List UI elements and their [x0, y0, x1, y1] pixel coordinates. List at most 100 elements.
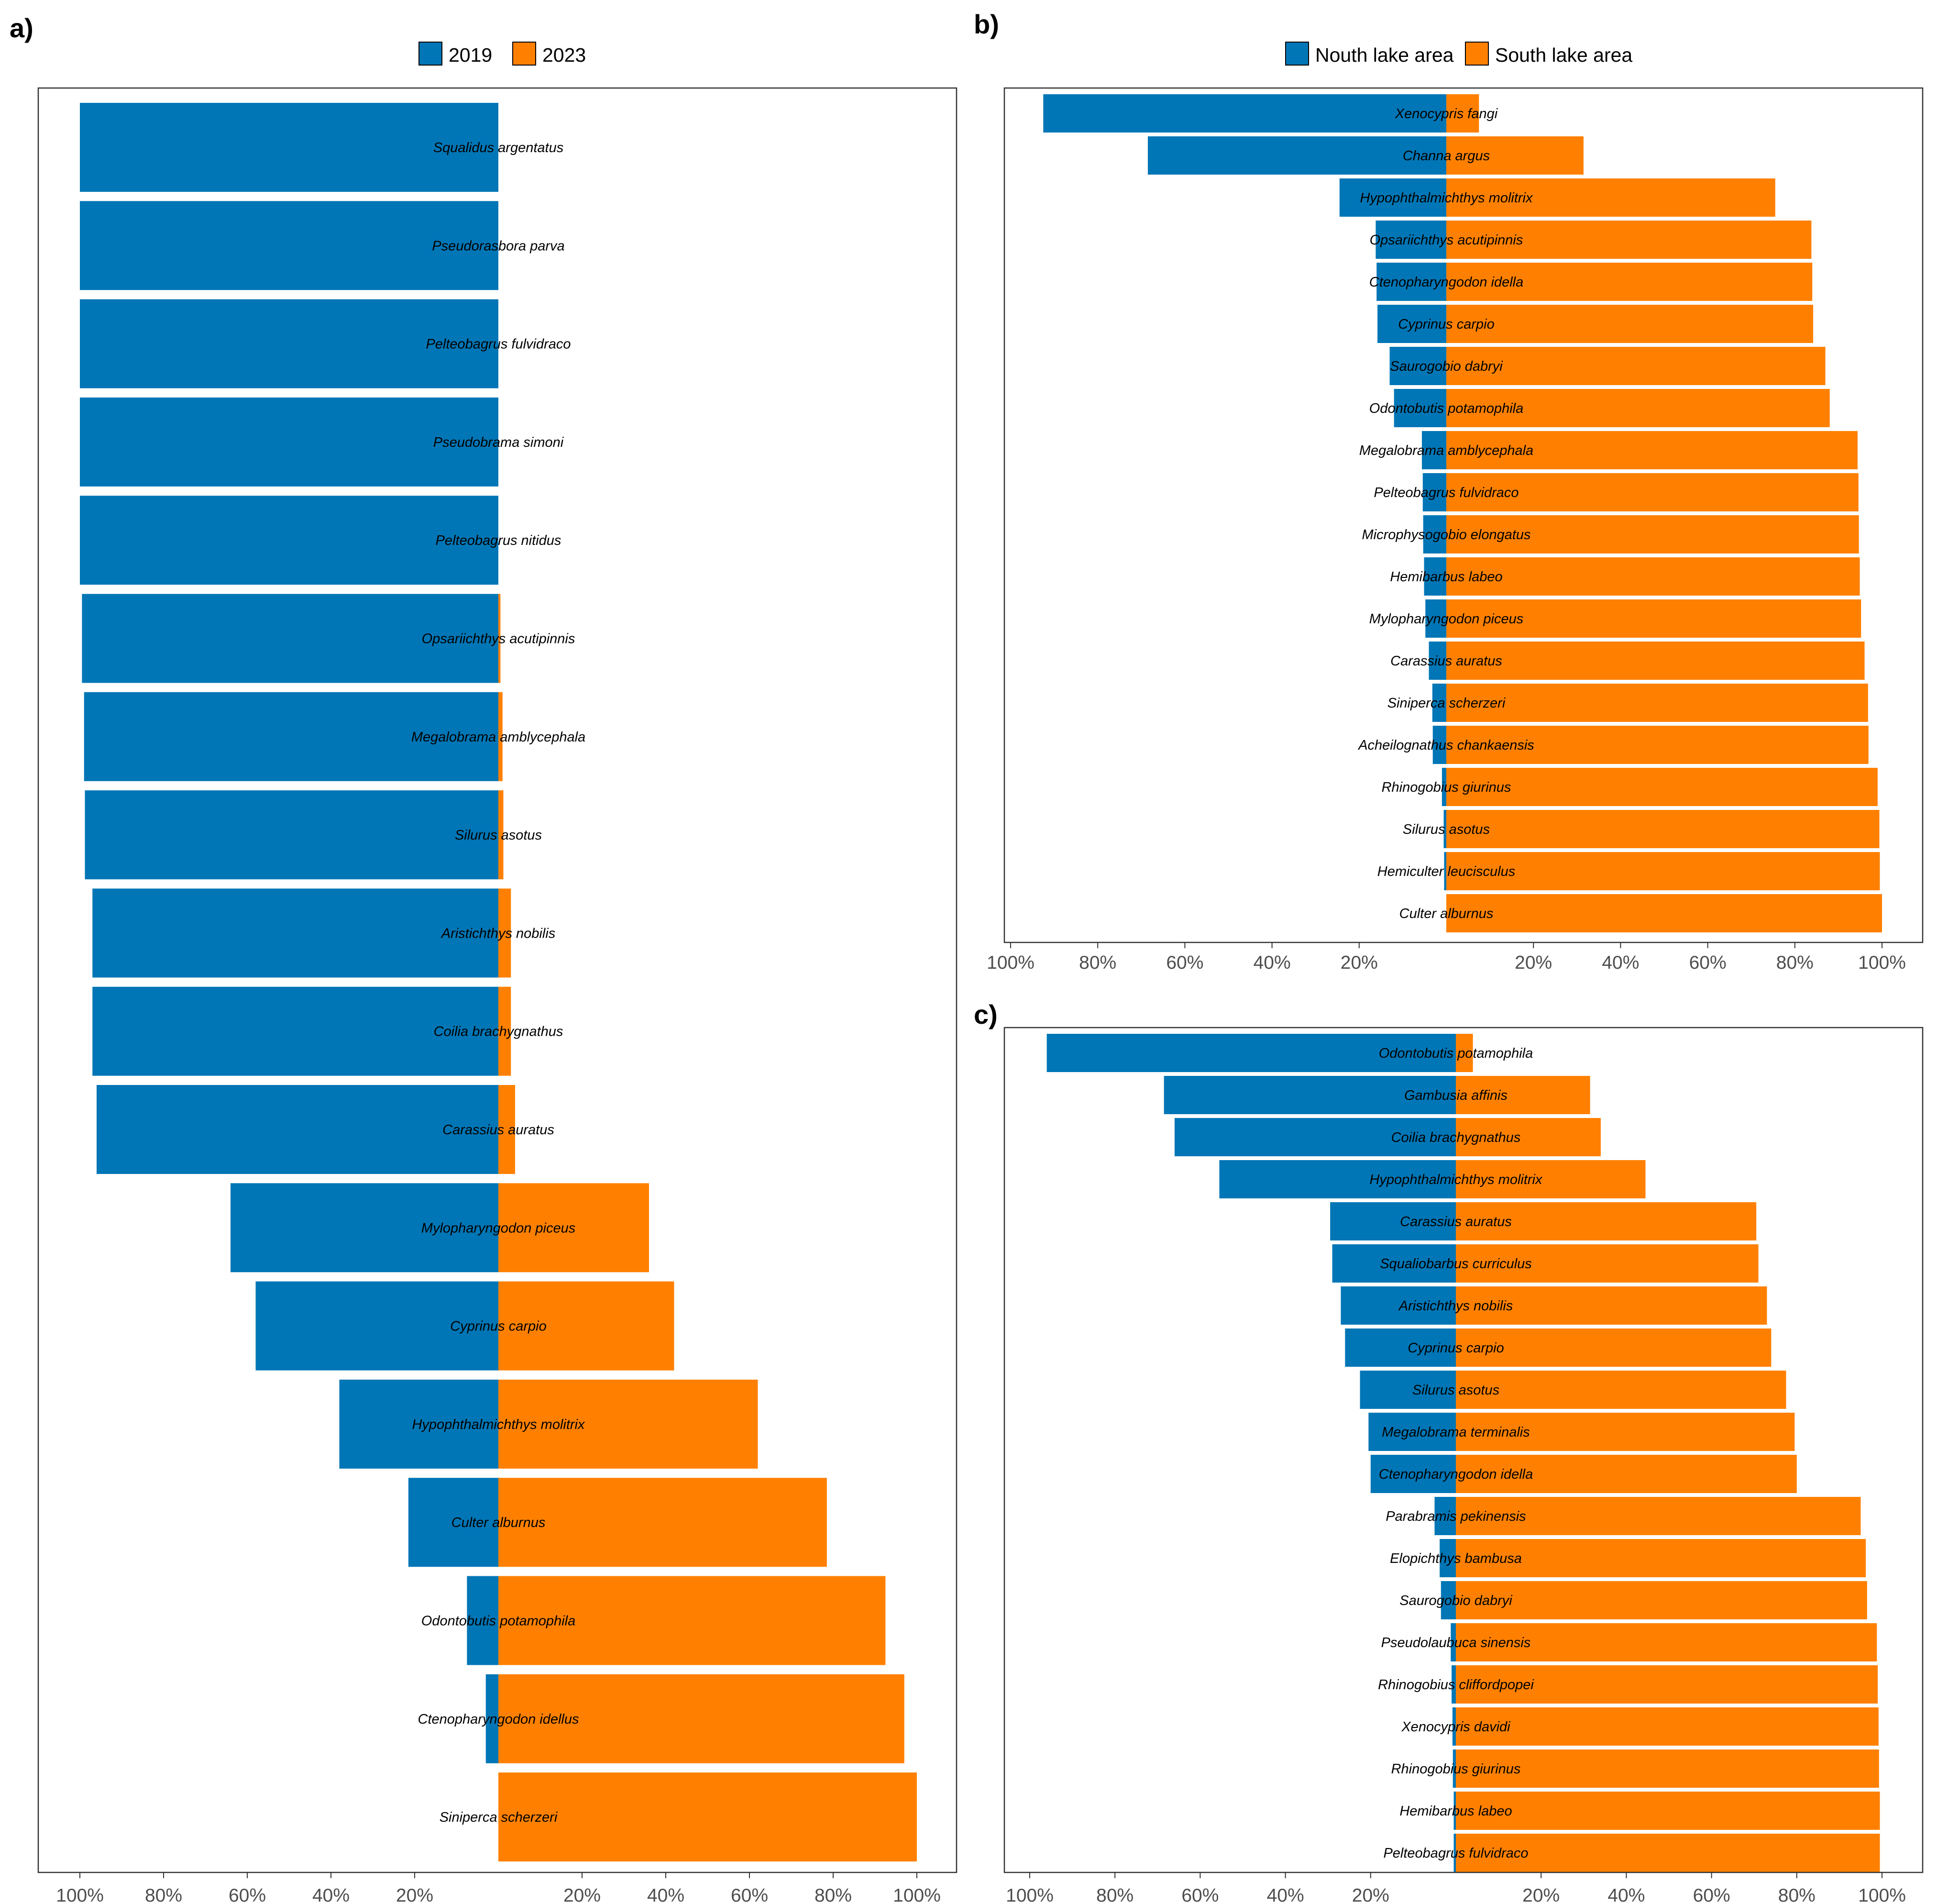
- tick-label-right: 80%: [814, 1885, 852, 1904]
- bar-right-pelteobagrus-fulvidraco: [1446, 473, 1859, 511]
- bar-label-acheilognathus-chankaensis: Acheilognathus chankaensis: [1357, 738, 1534, 753]
- panel-b-x-axis: 100% 80% 60% 40% 20% 20% 40% 60% 80% 100%: [987, 942, 1906, 973]
- bar-left-xenocypris-davidi: [1452, 1707, 1456, 1746]
- bar-right-carassius-auratus: [1446, 642, 1865, 680]
- bar-left-mylopharyngodon-piceus: [231, 1183, 498, 1273]
- bar-label-siniperca-scherzeri: Siniperca scherzeri: [1387, 696, 1506, 711]
- bar-left-aristichthys-nobilis: [92, 888, 498, 978]
- bar-left-silurus-asotus: [1360, 1371, 1456, 1409]
- bar-right-ctenopharyngodon-idella: [1446, 263, 1813, 301]
- tick-label-left: 80%: [1096, 1885, 1134, 1904]
- bar-left-saurogobio-dabryi: [1441, 1581, 1456, 1619]
- bar-left-aristichthys-nobilis: [1341, 1286, 1456, 1325]
- bar-label-pseudorasbora-parva: Pseudorasbora parva: [432, 238, 564, 254]
- panel-b-bar-labels: Xenocypris fangi Channa argus Hypophthalmi…: [1357, 106, 1534, 921]
- bar-left-odontobutis-potamophila: [1046, 1034, 1456, 1072]
- bar-label-odontobutis-potamophila: Odontobutis potamophila: [1379, 1046, 1533, 1061]
- bar-right-saurogobio-dabryi: [1456, 1581, 1867, 1619]
- bar-label-elopichthys-bambusa: Elopichthys bambusa: [1390, 1551, 1522, 1566]
- tick-label-left: 60%: [1181, 1885, 1219, 1904]
- panel-a-x-axis: 100% 80% 60% 40% 20% 20% 40% 60% 80% 100%: [56, 1872, 941, 1904]
- bar-left-saurogobio-dabryi: [1389, 347, 1446, 385]
- panel-b-bars: [1043, 94, 1882, 932]
- bar-label-odontobutis-potamophila: Odontobutis potamophila: [421, 1614, 575, 1629]
- bar-label-cyprinus-carpio: Cyprinus carpio: [450, 1319, 546, 1334]
- bar-label-pseudobrama-simoni: Pseudobrama simoni: [433, 435, 564, 450]
- bar-label-ctenopharyngodon-idella: Ctenopharyngodon idella: [1379, 1467, 1533, 1482]
- bar-left-carassius-auratus: [1330, 1202, 1456, 1240]
- panel-c-x-axis: 100% 80% 60% 40% 20% 20% 40% 60% 80% 100%: [1006, 1872, 1906, 1904]
- bar-left-mylopharyngodon-piceus: [1425, 599, 1446, 638]
- tick-label-left: 100%: [1006, 1885, 1054, 1904]
- bar-label-hypophthalmichthys-molitrix: Hypophthalmichthys molitrix: [412, 1417, 585, 1432]
- bar-right-aristichthys-nobilis: [1456, 1286, 1767, 1325]
- bar-label-culter-alburnus: Culter alburnus: [1399, 906, 1494, 921]
- bar-right-culter-alburnus: [1446, 894, 1882, 932]
- bar-right-hypophthalmichthys-molitrix: [498, 1379, 758, 1469]
- tick-label-left: 20%: [1352, 1885, 1389, 1904]
- tick-label-left: 20%: [396, 1885, 433, 1904]
- bar-label-silurus-asotus: Silurus asotus: [455, 828, 542, 843]
- bar-label-carassius-auratus: Carassius auratus: [1400, 1214, 1512, 1229]
- bar-label-gambusia-affinis: Gambusia affinis: [1404, 1088, 1508, 1103]
- panel-a-bar-labels: Squalidus argentatus Pseudorasbora parva P…: [411, 140, 585, 1825]
- bar-left-acheilognathus-chankaensis: [1432, 726, 1446, 764]
- tick-label-left: 80%: [145, 1885, 182, 1904]
- bar-right-silurus-asotus: [1456, 1371, 1786, 1409]
- legend-label-south-lake: South lake area: [1495, 44, 1632, 66]
- bar-right-hemibarbus-labeo: [1456, 1792, 1880, 1830]
- tick-label-right: 20%: [563, 1885, 601, 1904]
- bar-label-hemiculter-leucisculus: Hemiculter leucisculus: [1377, 864, 1516, 879]
- legend-swatch-2023: [512, 42, 536, 66]
- bar-label-cyprinus-carpio: Cyprinus carpio: [1398, 317, 1494, 332]
- bar-label-odontobutis-potamophila: Odontobutis potamophila: [1369, 401, 1523, 416]
- bar-right-silurus-asotus: [498, 790, 504, 880]
- bar-left-rhinogobius-cliffordpopei: [1452, 1665, 1456, 1704]
- bar-right-siniperca-scherzeri: [498, 1772, 917, 1862]
- bar-right-rhinogobius-cliffordpopei: [1456, 1665, 1878, 1704]
- bar-label-rhinogobius-giurinus: Rhinogobius giurinus: [1382, 780, 1511, 795]
- bar-label-carassius-auratus: Carassius auratus: [442, 1122, 554, 1138]
- bar-label-mylopharyngodon-piceus: Mylopharyngodon piceus: [421, 1220, 575, 1236]
- bar-right-coilia-brachygnathus: [1456, 1118, 1601, 1156]
- bar-right-acheilognathus-chankaensis: [1446, 726, 1869, 764]
- bar-right-aristichthys-nobilis: [498, 888, 511, 978]
- tick-label-left: 100%: [56, 1885, 104, 1904]
- bar-left-cyprinus-carpio: [255, 1281, 498, 1371]
- bar-left-opsariichthys-acutipinnis: [82, 594, 498, 683]
- bar-left-odontobutis-potamophila: [467, 1576, 498, 1665]
- bar-right-odontobutis-potamophila: [498, 1576, 886, 1665]
- panel-c-bars: [1046, 1034, 1880, 1872]
- bar-label-xenocypris-fangi: Xenocypris fangi: [1395, 106, 1498, 122]
- bar-left-megalobrama-amblycephala: [84, 692, 498, 781]
- tick-label-left: 60%: [229, 1885, 266, 1904]
- bar-label-coilia-brachygnathus: Coilia brachygnathus: [434, 1024, 563, 1040]
- tick-label-left: 80%: [1079, 952, 1116, 973]
- tick-label-right: 80%: [1778, 1885, 1816, 1904]
- bar-label-siniperca-scherzeri: Siniperca scherzeri: [440, 1810, 558, 1825]
- bar-label-opsariichthys-acutipinnis: Opsariichthys acutipinnis: [422, 631, 575, 647]
- bar-right-ctenopharyngodon-idellus: [498, 1674, 904, 1763]
- bar-left-pseudolaubuca-sinensis: [1451, 1623, 1456, 1661]
- legend-swatch-north-lake: [1285, 42, 1309, 66]
- bar-left-hemibarbus-labeo: [1424, 557, 1446, 596]
- bar-right-rhinogobius-giurinus: [1456, 1749, 1879, 1788]
- bar-left-gambusia-affinis: [1164, 1076, 1456, 1114]
- bar-left-pseudorasbora-parva: [80, 201, 498, 290]
- bar-label-hypophthalmichthys-molitrix: Hypophthalmichthys molitrix: [1360, 190, 1533, 206]
- bar-label-megalobrama-amblycephala: Megalobrama amblycephala: [411, 730, 585, 745]
- bar-left-microphysogobio-elongatus: [1423, 515, 1446, 553]
- tick-label-right: 100%: [1858, 952, 1906, 973]
- bar-right-cyprinus-carpio: [1446, 305, 1814, 343]
- bar-label-xenocypris-davidi: Xenocypris davidi: [1401, 1719, 1511, 1735]
- tick-label-right: 40%: [647, 1885, 684, 1904]
- bar-right-megalobrama-terminalis: [1456, 1413, 1795, 1451]
- panel-b: b) Nouth lake area South lake area Xenoc…: [974, 9, 1924, 973]
- bar-left-coilia-brachygnathus: [92, 986, 498, 1076]
- bar-left-hemibarbus-labeo: [1453, 1792, 1456, 1830]
- bar-right-mylopharyngodon-piceus: [1446, 599, 1861, 638]
- bar-right-odontobutis-potamophila: [1446, 389, 1830, 427]
- tick-label-right: 100%: [1858, 1885, 1906, 1904]
- tick-label-right: 60%: [731, 1885, 768, 1904]
- bar-right-microphysogobio-elongatus: [1446, 515, 1859, 553]
